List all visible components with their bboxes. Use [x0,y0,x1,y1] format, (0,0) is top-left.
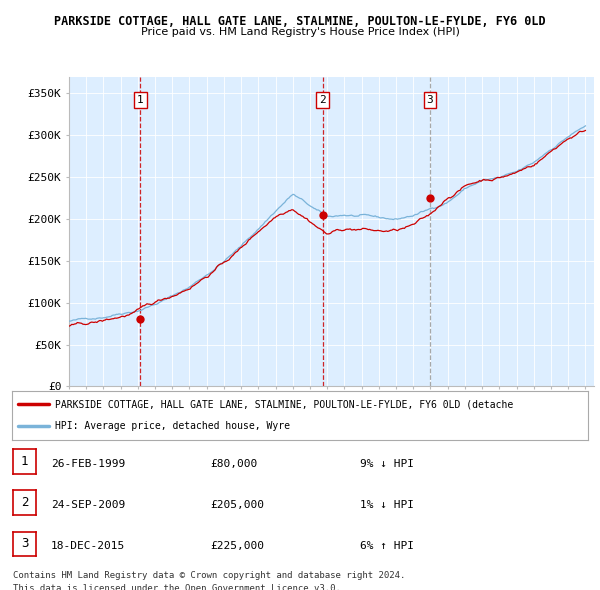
Text: Price paid vs. HM Land Registry's House Price Index (HPI): Price paid vs. HM Land Registry's House … [140,27,460,37]
Text: 24-SEP-2009: 24-SEP-2009 [51,500,125,510]
Text: £80,000: £80,000 [210,459,257,468]
Text: PARKSIDE COTTAGE, HALL GATE LANE, STALMINE, POULTON-LE-FYLDE, FY6 0LD (detache: PARKSIDE COTTAGE, HALL GATE LANE, STALMI… [55,399,514,409]
Text: 2: 2 [21,496,28,509]
Text: 26-FEB-1999: 26-FEB-1999 [51,459,125,468]
Text: 2: 2 [319,95,326,105]
Text: 1: 1 [21,455,28,468]
Text: 9% ↓ HPI: 9% ↓ HPI [360,459,414,468]
Text: Contains HM Land Registry data © Crown copyright and database right 2024.: Contains HM Land Registry data © Crown c… [13,571,406,580]
Text: 1: 1 [137,95,144,105]
Text: 1% ↓ HPI: 1% ↓ HPI [360,500,414,510]
Text: £205,000: £205,000 [210,500,264,510]
Text: This data is licensed under the Open Government Licence v3.0.: This data is licensed under the Open Gov… [13,584,341,590]
Text: HPI: Average price, detached house, Wyre: HPI: Average price, detached house, Wyre [55,421,290,431]
Text: 6% ↑ HPI: 6% ↑ HPI [360,542,414,551]
Text: 18-DEC-2015: 18-DEC-2015 [51,542,125,551]
Text: £225,000: £225,000 [210,542,264,551]
Text: 3: 3 [427,95,433,105]
Text: PARKSIDE COTTAGE, HALL GATE LANE, STALMINE, POULTON-LE-FYLDE, FY6 0LD: PARKSIDE COTTAGE, HALL GATE LANE, STALMI… [54,15,546,28]
Text: 3: 3 [21,537,28,550]
